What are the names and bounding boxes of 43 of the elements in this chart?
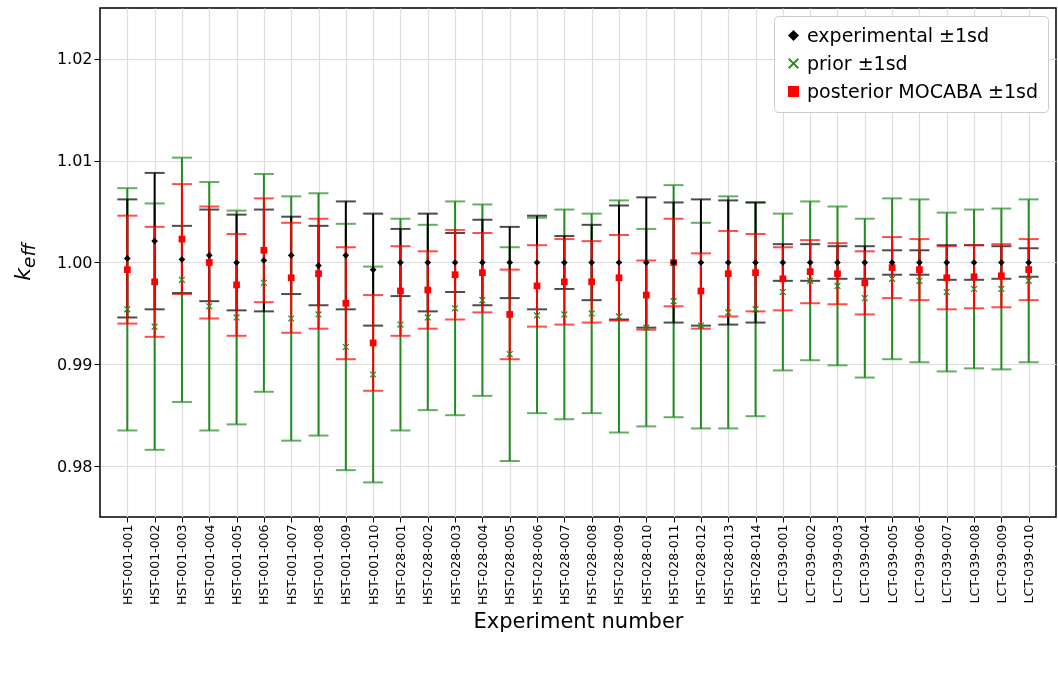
x-tick-label: HST-028-002: [420, 524, 436, 606]
x-tick-label: HST-001-010: [365, 524, 381, 606]
x-tick-label: HST-028-006: [529, 524, 545, 606]
x-tick-label: HST-001-004: [201, 524, 217, 606]
y-tick-label: 0.99: [56, 354, 93, 374]
x-tick-label: LCT-039-001: [775, 524, 791, 604]
x-tick-label: HST-028-013: [720, 524, 736, 606]
x-tick-label: LCT-039-005: [884, 524, 900, 604]
x-tick-label: HST-028-011: [666, 524, 682, 606]
x-tick-label: HST-028-001: [392, 524, 408, 606]
x-tick-label: HST-028-009: [611, 524, 627, 606]
x-tick-label: HST-028-008: [584, 524, 600, 606]
x-tick-label: LCT-039-004: [857, 524, 873, 604]
y-tick-label: 1.02: [56, 49, 93, 69]
x-tick-label: HST-028-004: [474, 524, 490, 606]
x-tick-label: HST-028-005: [502, 524, 518, 606]
x-tick-label: HST-001-001: [119, 524, 135, 606]
x-tick-label: LCT-039-009: [993, 524, 1009, 604]
x-tick-label: HST-001-008: [311, 524, 327, 606]
legend-label: posterior MOCABA ±1sd: [807, 79, 1038, 102]
x-tick-label: LCT-039-006: [911, 524, 927, 604]
x-tick-label: HST-001-003: [174, 524, 190, 606]
x-tick-label: HST-001-009: [338, 524, 354, 606]
x-tick-label: HST-028-007: [556, 524, 572, 606]
y-tick-label: 0.98: [56, 456, 93, 476]
x-tick-label: LCT-039-002: [802, 524, 818, 604]
x-tick-label: LCT-039-008: [966, 524, 982, 604]
x-tick-label: LCT-039-010: [1021, 524, 1037, 604]
x-tick-label: HST-028-014: [748, 524, 764, 606]
legend-label: prior ±1sd: [807, 51, 908, 74]
x-tick-label: HST-001-005: [229, 524, 245, 606]
x-tick-label: HST-028-010: [638, 524, 654, 606]
x-tick-label: HST-001-006: [256, 524, 272, 606]
x-tick-label: LCT-039-003: [829, 524, 845, 604]
x-tick-label: HST-001-002: [147, 524, 163, 606]
x-axis-title: Experiment number: [473, 609, 684, 634]
x-tick-label: HST-001-007: [283, 524, 299, 606]
legend-label: experimental ±1sd: [807, 23, 990, 46]
y-tick-label: 1.01: [56, 151, 93, 171]
y-tick-label: 1.00: [56, 253, 93, 272]
x-tick-label: HST-028-012: [693, 524, 709, 606]
x-tick-label: HST-028-003: [447, 524, 463, 606]
x-tick-label: LCT-039-007: [939, 524, 955, 604]
